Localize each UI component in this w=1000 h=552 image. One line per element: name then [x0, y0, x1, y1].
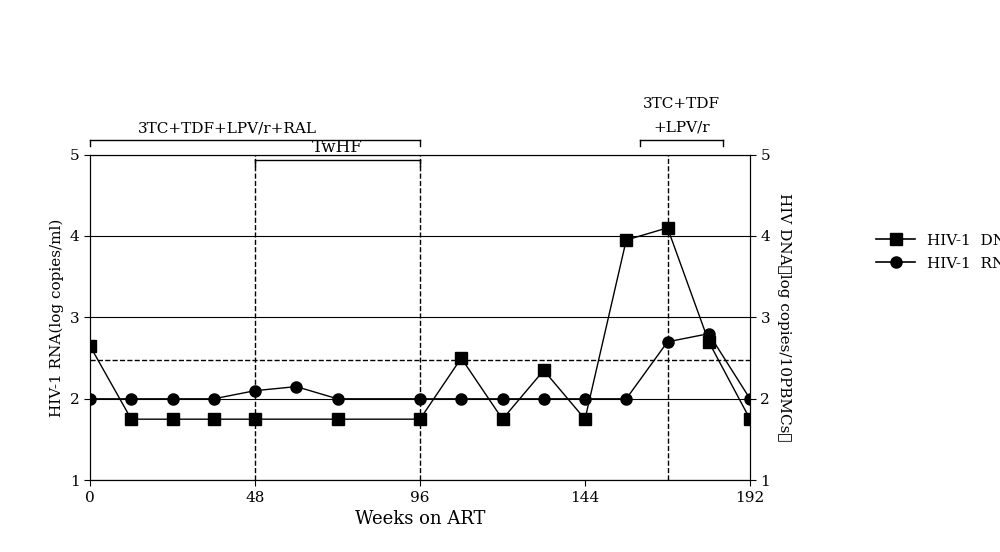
- HIV-1  RNA: [414, 395, 426, 402]
- Y-axis label: HIV-1 RNA(log copies/ml): HIV-1 RNA(log copies/ml): [50, 218, 64, 417]
- HIV-1  DNA: [84, 343, 96, 349]
- HIV-1  DNA: [662, 225, 674, 231]
- HIV-1  RNA: [332, 395, 344, 402]
- HIV-1  DNA: [166, 416, 179, 422]
- HIV-1  DNA: [125, 416, 137, 422]
- HIV-1  RNA: [620, 395, 632, 402]
- Text: +LPV/r: +LPV/r: [653, 120, 710, 134]
- HIV-1  DNA: [208, 416, 220, 422]
- HIV-1  RNA: [703, 330, 715, 337]
- Legend: HIV-1  DNA, HIV-1  RNA: HIV-1 DNA, HIV-1 RNA: [876, 233, 1000, 271]
- Line: HIV-1  RNA: HIV-1 RNA: [84, 328, 756, 405]
- HIV-1  DNA: [497, 416, 509, 422]
- X-axis label: Weeks on ART: Weeks on ART: [355, 510, 485, 528]
- HIV-1  RNA: [166, 395, 179, 402]
- Text: TwHF: TwHF: [312, 139, 363, 156]
- HIV-1  DNA: [703, 338, 715, 345]
- HIV-1  DNA: [332, 416, 344, 422]
- HIV-1  RNA: [497, 395, 509, 402]
- HIV-1  DNA: [249, 416, 261, 422]
- HIV-1  RNA: [744, 395, 756, 402]
- HIV-1  DNA: [455, 355, 467, 362]
- HIV-1  RNA: [125, 395, 137, 402]
- HIV-1  RNA: [455, 395, 467, 402]
- Line: HIV-1  DNA: HIV-1 DNA: [84, 222, 756, 424]
- HIV-1  RNA: [249, 388, 261, 394]
- Text: 3TC+TDF: 3TC+TDF: [643, 97, 720, 112]
- HIV-1  RNA: [290, 383, 302, 390]
- HIV-1  RNA: [84, 395, 96, 402]
- HIV-1  DNA: [538, 367, 550, 374]
- HIV-1  RNA: [208, 395, 220, 402]
- HIV-1  RNA: [538, 395, 550, 402]
- HIV-1  RNA: [662, 338, 674, 345]
- HIV-1  RNA: [579, 395, 591, 402]
- HIV-1  DNA: [579, 416, 591, 422]
- Y-axis label: HIV DNA（log copies/10PBMCs）: HIV DNA（log copies/10PBMCs）: [777, 193, 791, 442]
- Text: 3TC+TDF+LPV/r+RAL: 3TC+TDF+LPV/r+RAL: [138, 122, 317, 136]
- HIV-1  DNA: [744, 416, 756, 422]
- HIV-1  DNA: [414, 416, 426, 422]
- HIV-1  DNA: [620, 237, 632, 243]
